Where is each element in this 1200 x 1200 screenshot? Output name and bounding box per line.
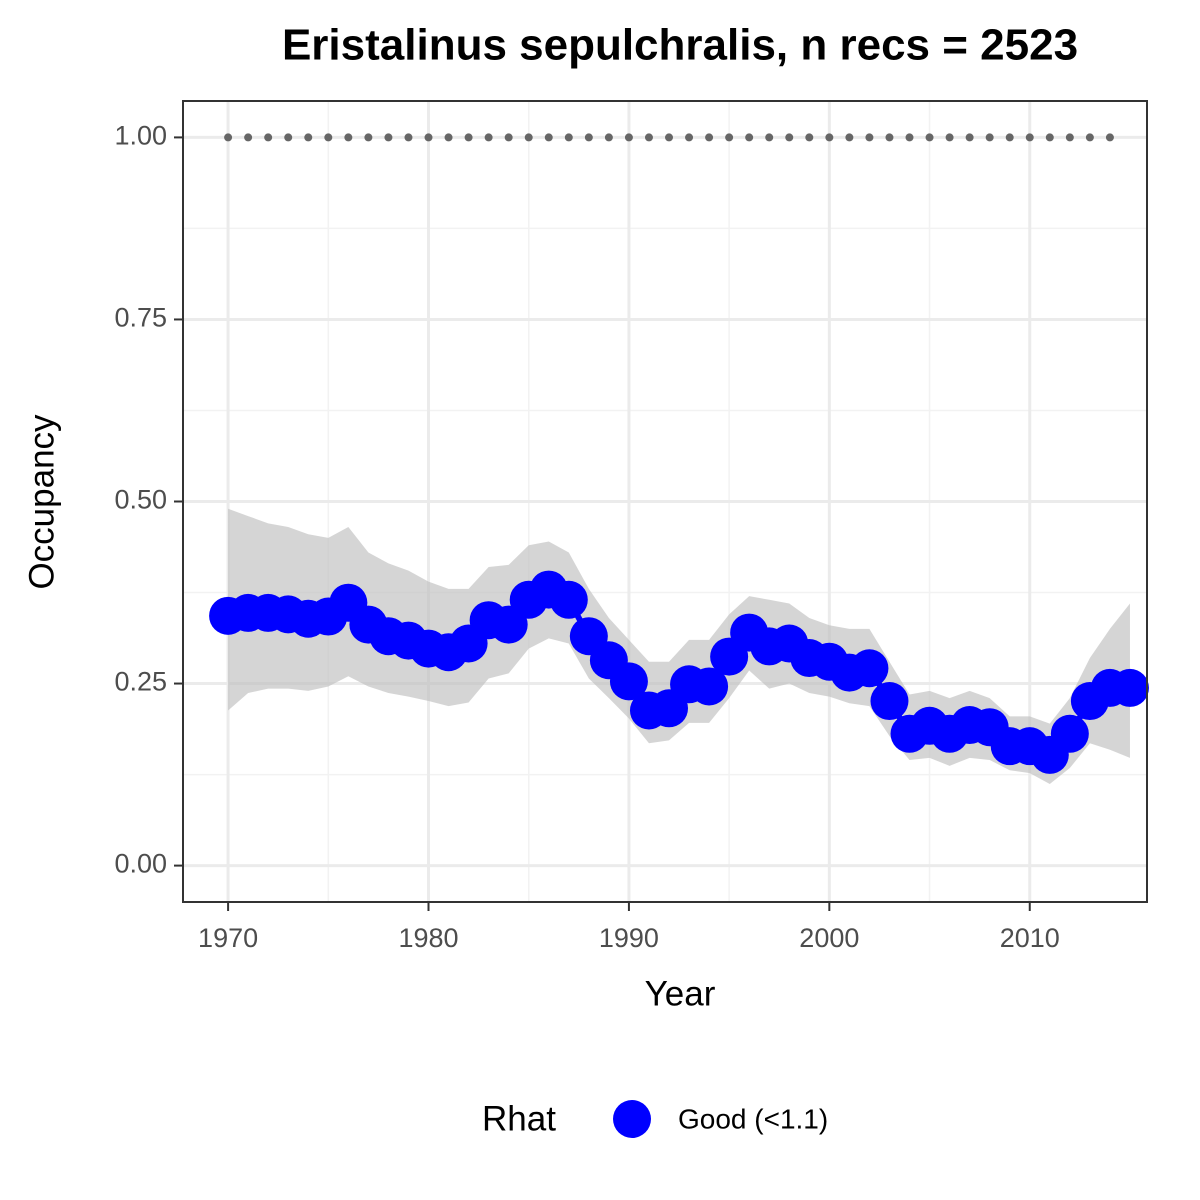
panel-border [182, 100, 1148, 903]
reference-dot [364, 133, 373, 142]
point [1110, 668, 1149, 707]
reference-dot [945, 133, 954, 142]
x-tick-label: 2000 [799, 923, 859, 953]
chart-title: Eristalinus sepulchralis, n recs = 2523 [282, 21, 1078, 70]
reference-dot [644, 133, 653, 142]
x-tick-label: 1970 [198, 923, 258, 953]
confidence-ribbon [228, 508, 1130, 785]
reference-dot [925, 133, 934, 142]
point [609, 662, 648, 701]
reference-dot [785, 133, 794, 142]
reference-dot [825, 133, 834, 142]
reference-dot [504, 133, 513, 142]
reference-dot [865, 133, 874, 142]
reference-dot [584, 133, 593, 142]
reference-dot [604, 133, 613, 142]
point [549, 580, 588, 619]
reference-dot [244, 133, 253, 142]
point [690, 667, 729, 706]
reference-dot [484, 133, 493, 142]
reference-dot [464, 133, 473, 142]
point [870, 682, 909, 721]
reference-dot [304, 133, 313, 142]
reference-dot [1105, 133, 1114, 142]
reference-dot [845, 133, 854, 142]
reference-dot [745, 133, 754, 142]
x-tick-label: 2010 [1000, 923, 1060, 953]
reference-dot [264, 133, 273, 142]
reference-dot [524, 133, 533, 142]
legend-title: Rhat [482, 1099, 556, 1138]
y-axis-title: Occupancy [22, 414, 61, 590]
reference-dot [765, 133, 774, 142]
reference-dot [284, 133, 293, 142]
reference-dot [224, 133, 233, 142]
reference-dot [544, 133, 553, 142]
x-tick-label: 1980 [398, 923, 458, 953]
reference-dot [1045, 133, 1054, 142]
x-axis-title: Year [645, 974, 716, 1013]
reference-dot [1025, 133, 1034, 142]
reference-dot [665, 133, 674, 142]
reference-dot [564, 133, 573, 142]
y-tick-label: 1.00 [114, 121, 167, 151]
reference-dot [444, 133, 453, 142]
legend-label: Good (<1.1) [678, 1103, 828, 1134]
reference-dot [344, 133, 353, 142]
reference-dot [324, 133, 333, 142]
reference-dot [1085, 133, 1094, 142]
reference-dot [424, 133, 433, 142]
reference-dot [805, 133, 814, 142]
reference-dot [1005, 133, 1014, 142]
reference-dot [725, 133, 734, 142]
reference-dot [705, 133, 714, 142]
y-tick-label: 0.50 [114, 485, 167, 515]
reference-dot [404, 133, 413, 142]
reference-dot [624, 133, 633, 142]
reference-dot [384, 133, 393, 142]
y-tick-label: 0.00 [114, 849, 167, 879]
y-tick-label: 0.75 [114, 303, 167, 333]
reference-dot [905, 133, 914, 142]
reference-dot [685, 133, 694, 142]
reference-dot [965, 133, 974, 142]
legend-marker [613, 1100, 651, 1138]
x-tick-label: 1990 [599, 923, 659, 953]
reference-dot [1065, 133, 1074, 142]
point [850, 649, 889, 688]
point [1050, 714, 1089, 753]
reference-dot [885, 133, 894, 142]
y-tick-label: 0.25 [114, 667, 167, 697]
reference-dot [985, 133, 994, 142]
